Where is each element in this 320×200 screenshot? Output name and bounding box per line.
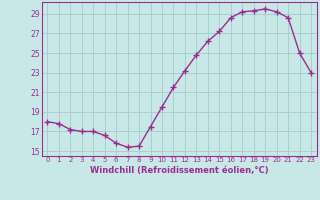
- X-axis label: Windchill (Refroidissement éolien,°C): Windchill (Refroidissement éolien,°C): [90, 166, 268, 175]
